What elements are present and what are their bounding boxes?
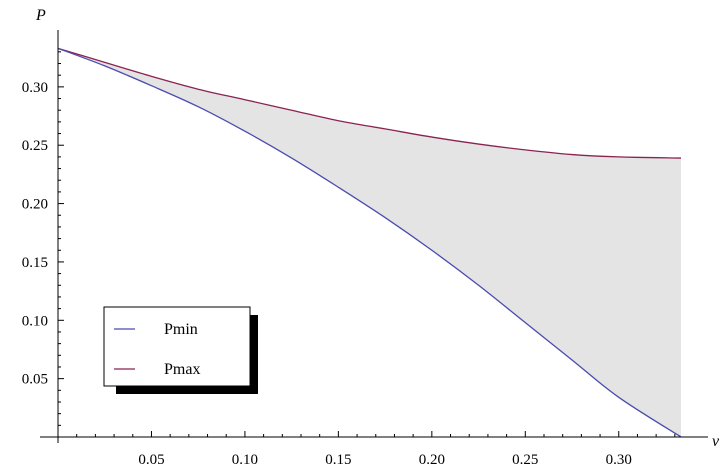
plot-area bbox=[57, 47, 682, 438]
x-tick-label: 0.05 bbox=[138, 452, 164, 466]
series-line-pmin bbox=[57, 47, 682, 438]
range-band bbox=[58, 48, 681, 437]
y-tick-label: 0.25 bbox=[22, 138, 48, 154]
y-axis-ticks: 0.05 0.10 0.15 0.20 0.25 0.30 bbox=[22, 51, 64, 426]
x-tick-label: 0.20 bbox=[419, 452, 445, 466]
x-tick-label: 0.15 bbox=[325, 452, 351, 466]
legend-label-pmax: Pmax bbox=[164, 361, 200, 378]
x-axis-label: ν bbox=[712, 433, 720, 450]
y-axis-label: P bbox=[35, 7, 46, 24]
legend-box bbox=[103, 306, 251, 387]
x-tick-label: 0.30 bbox=[606, 452, 632, 466]
y-tick-label: 0.05 bbox=[22, 372, 48, 388]
y-tick-label: 0.10 bbox=[22, 313, 48, 329]
y-tick-label: 0.30 bbox=[22, 80, 48, 96]
y-tick-label: 0.15 bbox=[22, 255, 48, 271]
x-tick-label: 0.10 bbox=[232, 452, 258, 466]
legend-label-pmin: Pmin bbox=[164, 321, 198, 338]
series-line-pmax bbox=[57, 47, 682, 159]
x-tick-label: 0.25 bbox=[512, 452, 538, 466]
x-axis-ticks: 0.05 0.10 0.15 0.20 0.25 0.30 bbox=[76, 431, 676, 466]
y-tick-label: 0.20 bbox=[22, 197, 48, 213]
legend: Pmin Pmax bbox=[103, 306, 258, 394]
axes: 0.05 0.10 0.15 0.20 0.25 0.30 0.05 0.10 0.15 0.2… bbox=[22, 7, 720, 466]
